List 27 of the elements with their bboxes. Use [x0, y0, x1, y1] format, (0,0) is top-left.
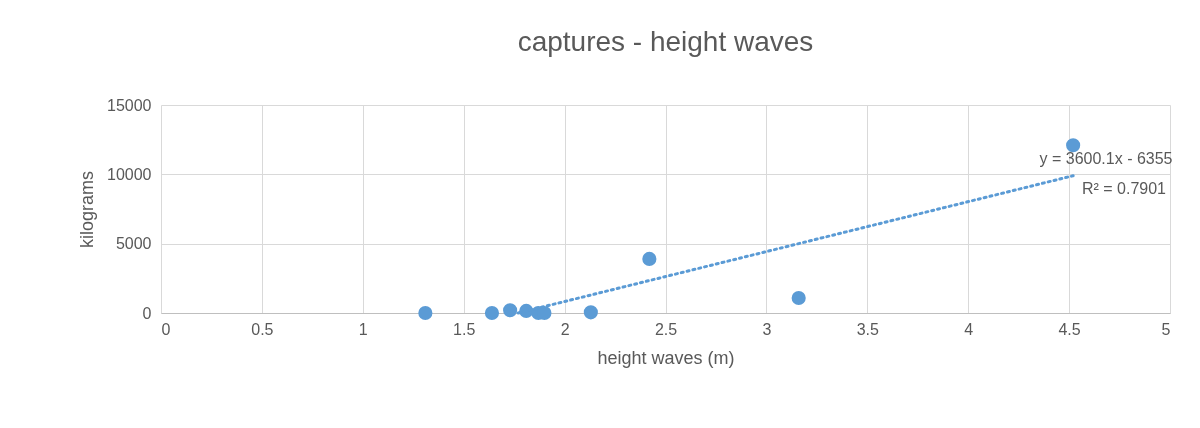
annotation: R² = 0.7901: [1081, 180, 1167, 197]
y-tick-label: 0: [142, 304, 152, 322]
x-tick-label: 4: [964, 320, 974, 338]
x-tick-label: 0.5: [251, 320, 274, 338]
x-tick-label: 2.5: [654, 320, 678, 338]
x-tick-label: 5: [1161, 320, 1171, 338]
point: [484, 305, 500, 321]
x-tick-label: 2: [560, 320, 570, 338]
point: [642, 251, 657, 266]
y-tick-label: 5000: [115, 235, 152, 253]
x-tick-label: 4.5: [1058, 320, 1081, 338]
y-axis-title: kilograms: [77, 170, 98, 249]
point: [418, 305, 433, 321]
x-tick-label: 3: [762, 320, 772, 338]
point: [583, 305, 598, 320]
annotation: y = 3600.1x - 6355: [1039, 150, 1173, 167]
point: [1066, 138, 1081, 153]
x-tick-label: 1.5: [453, 320, 476, 338]
x-tick-label: 3.5: [856, 320, 880, 338]
x-tick-label: 0: [161, 320, 171, 338]
point: [503, 303, 518, 318]
chart-title: captures - height waves: [517, 26, 814, 57]
y-tick-label: 10000: [107, 165, 152, 183]
x-tick-label: 1: [358, 320, 368, 338]
x-axis-title: height waves (m): [597, 347, 735, 368]
y-tick-label: 15000: [107, 96, 152, 114]
point: [791, 290, 806, 306]
